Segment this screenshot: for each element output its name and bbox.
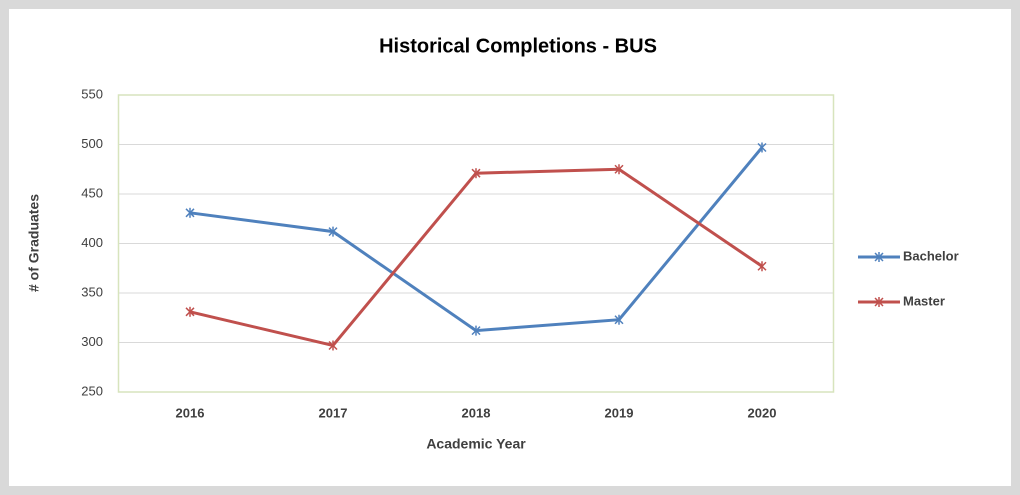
marker: [757, 142, 767, 153]
y-tick-label: 550: [81, 86, 103, 101]
chart-area: [9, 9, 1011, 486]
marker: [614, 314, 624, 325]
legend-label: Bachelor: [903, 248, 959, 263]
series: [185, 164, 767, 351]
x-tick-label: 2019: [605, 405, 634, 420]
marker: [471, 168, 481, 179]
y-tick-label: 250: [81, 383, 103, 398]
marker: [185, 306, 195, 317]
marker: [185, 207, 195, 218]
legend-marker: [874, 252, 884, 262]
chart-title: Historical Completions - BUS: [379, 35, 657, 57]
x-tick-label: 2020: [748, 405, 777, 420]
y-axis-label: # of Graduates: [26, 194, 42, 292]
x-tick-label: 2017: [319, 405, 348, 420]
legend-label: Master: [903, 293, 945, 308]
marker: [328, 340, 338, 351]
y-tick-label: 450: [81, 185, 103, 200]
plot-border: [117, 94, 835, 393]
series: [185, 142, 767, 336]
marker: [614, 164, 624, 175]
marker: [757, 261, 767, 272]
marker: [328, 226, 338, 237]
y-tick-label: 350: [81, 284, 103, 299]
y-tick-label: 500: [81, 136, 103, 151]
y-tick-label: 400: [81, 235, 103, 250]
y-tick-label: 300: [81, 334, 103, 349]
x-axis-label: Academic Year: [426, 436, 526, 452]
marker: [471, 325, 481, 336]
x-tick-label: 2016: [176, 405, 205, 420]
x-tick-label: 2018: [462, 405, 491, 420]
legend-marker: [874, 297, 884, 307]
